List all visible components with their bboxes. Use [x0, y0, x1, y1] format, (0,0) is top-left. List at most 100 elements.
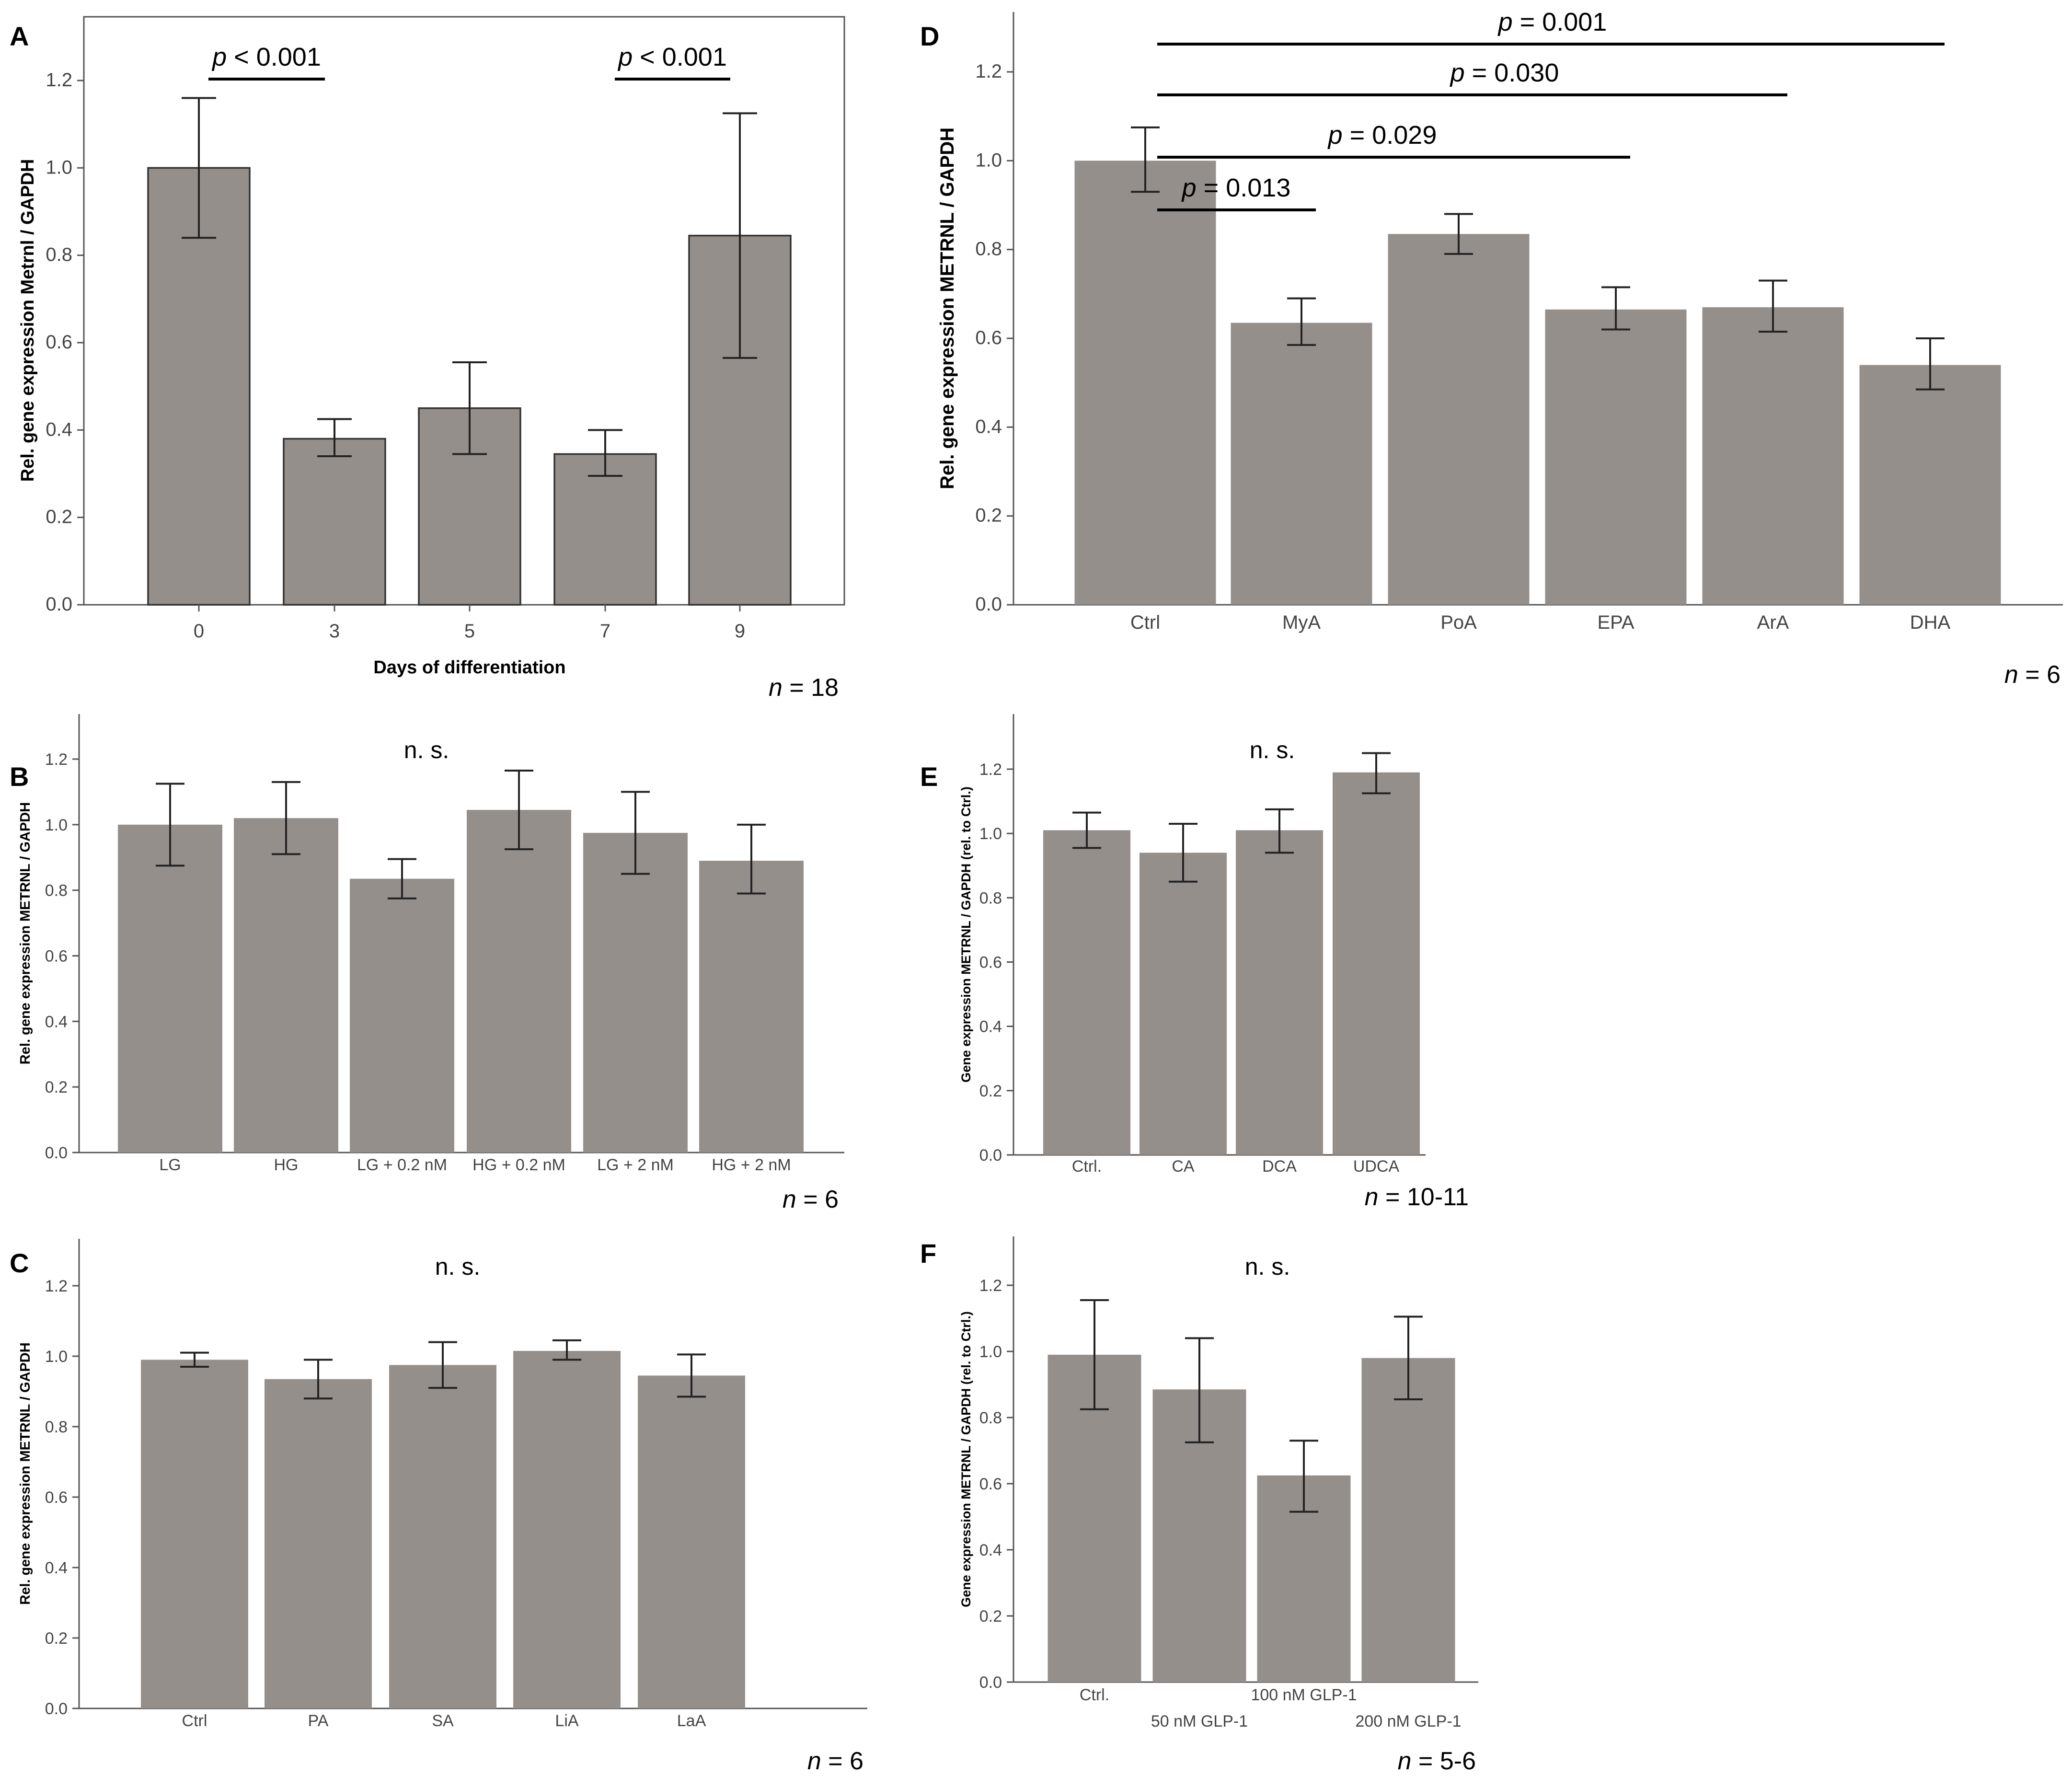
- p-value-label: p = 0.001: [1497, 8, 1607, 36]
- x-tick-label: LG + 0.2 nM: [357, 1156, 447, 1174]
- panel-f: F 0.0 0.2 0.4 0.6 0.8 1.0 1.2 Gene expression ME…: [920, 1236, 1478, 1775]
- x-tick-label: EPA: [1597, 612, 1634, 633]
- x-tick-label: CA: [1172, 1157, 1195, 1176]
- panel-label: D: [920, 21, 939, 51]
- x-tick-label: LG + 2 nM: [597, 1156, 674, 1174]
- p-value-label: p = 0.029: [1327, 121, 1437, 150]
- bar: [553, 453, 657, 606]
- y-tick-label: 0.4: [45, 1559, 68, 1577]
- y-tick-label: 1.2: [46, 69, 72, 91]
- bar: [513, 1350, 621, 1708]
- y-tick-label: 0.4: [979, 1541, 1002, 1559]
- p-value-label: p = 0.030: [1450, 58, 1559, 87]
- y-tick-label: 1.0: [979, 825, 1002, 843]
- bar: [467, 810, 571, 1153]
- panel-e: E 0.0 0.2 0.4 0.6 0.8 1.0 1.2 Gene expression ME…: [920, 714, 1469, 1211]
- bar: [1859, 365, 2001, 605]
- x-tick-label: ArA: [1757, 612, 1789, 633]
- bar: [283, 438, 386, 606]
- bar: [234, 818, 338, 1153]
- y-tick-label: 1.0: [975, 150, 1002, 171]
- x-tick-label: 50 nM GLP-1: [1151, 1712, 1248, 1730]
- x-tick-label: SA: [432, 1712, 454, 1730]
- x-tick-label: LaA: [677, 1712, 706, 1730]
- x-tick-label: 7: [600, 621, 610, 642]
- bar: [1361, 1358, 1455, 1682]
- y-tick-label: 0.0: [46, 594, 72, 615]
- x-tick-label: Ctrl.: [1072, 1157, 1102, 1176]
- ns-annotation: n. s.: [435, 1253, 480, 1280]
- y-axis-label: Gene expression METRNL / GAPDH (rel. to …: [959, 786, 973, 1083]
- ns-annotation: n. s.: [1250, 737, 1295, 763]
- panel-label: C: [10, 1248, 29, 1278]
- x-tick-label: PA: [308, 1712, 329, 1730]
- ns-annotation: n. s.: [404, 737, 449, 763]
- x-tick-label: 200 nM GLP-1: [1355, 1712, 1461, 1730]
- y-axis-label: Rel. gene expression Metrnl / GAPDH: [18, 159, 38, 482]
- x-tick-label: PoA: [1440, 612, 1477, 633]
- bar: [350, 878, 454, 1153]
- x-tick-label: 5: [464, 621, 475, 642]
- y-tick-label: 0.0: [45, 1700, 68, 1718]
- y-tick-label: 0.4: [46, 419, 72, 440]
- bar: [1388, 234, 1530, 605]
- p-value-label: p = 0.013: [1181, 173, 1291, 202]
- y-tick-label: 0.8: [45, 1418, 68, 1436]
- panel-label: E: [920, 761, 938, 792]
- p-value-label: p < 0.001: [211, 43, 321, 71]
- y-tick-label: 0.2: [46, 507, 72, 528]
- bar: [638, 1375, 745, 1708]
- x-tick-label: Ctrl: [182, 1712, 207, 1730]
- y-tick-label: 0.6: [979, 1475, 1002, 1493]
- sample-size-label: n = 6: [807, 1747, 863, 1775]
- x-tick-label: LiA: [555, 1712, 578, 1730]
- x-axis-label: Days of differentiation: [373, 657, 565, 678]
- bar: [1236, 830, 1323, 1155]
- y-tick-label: 0.4: [45, 1013, 68, 1031]
- y-tick-label: 0.2: [45, 1078, 68, 1096]
- y-tick-label: 0.2: [975, 505, 1002, 526]
- y-axis-label: Rel. gene expression METRNL / GAPDH: [18, 1342, 33, 1604]
- y-tick-label: 0.8: [45, 882, 68, 900]
- y-tick-label: 0.6: [45, 947, 68, 966]
- y-tick-label: 1.2: [45, 750, 68, 769]
- y-tick-label: 1.2: [45, 1277, 68, 1295]
- bar: [699, 861, 804, 1153]
- panel-label: A: [10, 21, 29, 51]
- y-tick-label: 0.8: [979, 1409, 1002, 1427]
- y-tick-label: 0.6: [45, 1488, 68, 1507]
- panel-label: B: [10, 761, 29, 792]
- y-tick-label: 1.2: [975, 61, 1002, 82]
- bar: [265, 1379, 372, 1708]
- y-tick-label: 0.0: [979, 1673, 1002, 1692]
- y-tick-label: 0.0: [975, 594, 1002, 615]
- p-value-label: p < 0.001: [617, 43, 727, 71]
- y-tick-label: 0.2: [979, 1082, 1002, 1100]
- bar: [389, 1365, 496, 1708]
- sample-size-label: n = 6: [783, 1186, 839, 1213]
- bar: [1333, 772, 1420, 1155]
- y-tick-label: 1.0: [46, 157, 72, 178]
- y-tick-label: 0.6: [975, 327, 1002, 348]
- y-tick-label: 1.0: [979, 1343, 1002, 1361]
- y-tick-label: 1.2: [979, 761, 1002, 779]
- y-tick-label: 1.0: [45, 1348, 68, 1366]
- y-tick-label: 1.0: [45, 816, 68, 834]
- sample-size-label: n = 6: [2004, 661, 2060, 689]
- bar: [118, 824, 222, 1153]
- sample-size-label: n = 5-6: [1398, 1747, 1476, 1775]
- y-tick-label: 0.6: [46, 332, 72, 353]
- bar: [141, 1360, 248, 1708]
- bar: [1231, 323, 1372, 605]
- bar: [1545, 309, 1687, 605]
- x-tick-label: DCA: [1262, 1157, 1297, 1176]
- panel-c: C 0.0 0.2 0.4 0.6 0.8 1.0 1.2 Rel. gene expressi…: [10, 1239, 867, 1775]
- panel-d: D 0.0 0.2 0.4 0.6 0.8 1.0 1.2 Rel. gene expressi…: [920, 8, 2063, 689]
- x-tick-label: Ctrl.: [1080, 1686, 1109, 1704]
- bar: [1043, 830, 1130, 1155]
- y-tick-label: 0.8: [46, 244, 72, 265]
- x-tick-label: 0: [194, 621, 204, 642]
- y-tick-label: 0.0: [45, 1144, 68, 1162]
- ns-annotation: n. s.: [1245, 1253, 1290, 1280]
